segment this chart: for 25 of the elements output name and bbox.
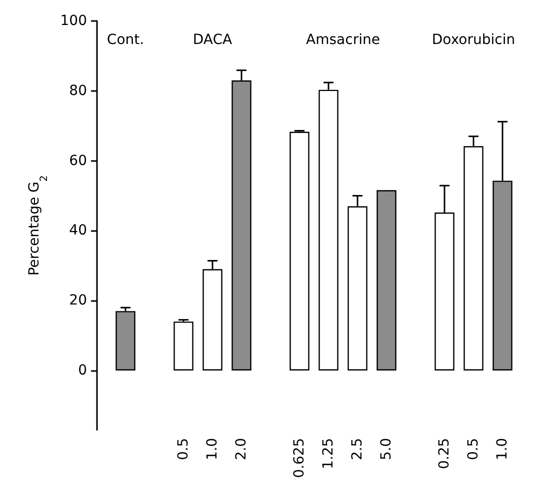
y-tick-label: 0 (78, 362, 87, 379)
annotation: DACA (192, 32, 233, 48)
x-tick-label: 1.0 (204, 438, 220, 460)
bar (376, 190, 396, 371)
x-tick-label: 0.625 (292, 438, 308, 478)
x-tick-label: 5.0 (378, 438, 394, 460)
x-tick-label: 0.5 (176, 438, 192, 460)
bar (174, 322, 194, 371)
y-tick-label: 20 (69, 292, 87, 309)
y-tick-label: 80 (69, 82, 87, 99)
y-tick-label: 100 (60, 13, 87, 29)
annotation: Amsacrine (306, 32, 380, 48)
x-tick-label: 2.5 (350, 438, 366, 460)
y-tick-label: 40 (69, 222, 87, 239)
annotation: Cont. (106, 32, 144, 48)
annotation: Doxorubicin (432, 32, 516, 48)
x-tick-label: 0.5 (466, 438, 482, 460)
x-tick-label: 2.0 (234, 438, 250, 460)
y-tick-label: 60 (69, 152, 87, 169)
x-tick-label: 1.0 (494, 438, 510, 460)
bar (116, 311, 136, 371)
bar (290, 132, 310, 371)
x-tick-label: 1.25 (320, 438, 336, 470)
y-axis-title: Percentage G2 (26, 175, 50, 276)
x-tick-label: 0.25 (436, 438, 452, 470)
